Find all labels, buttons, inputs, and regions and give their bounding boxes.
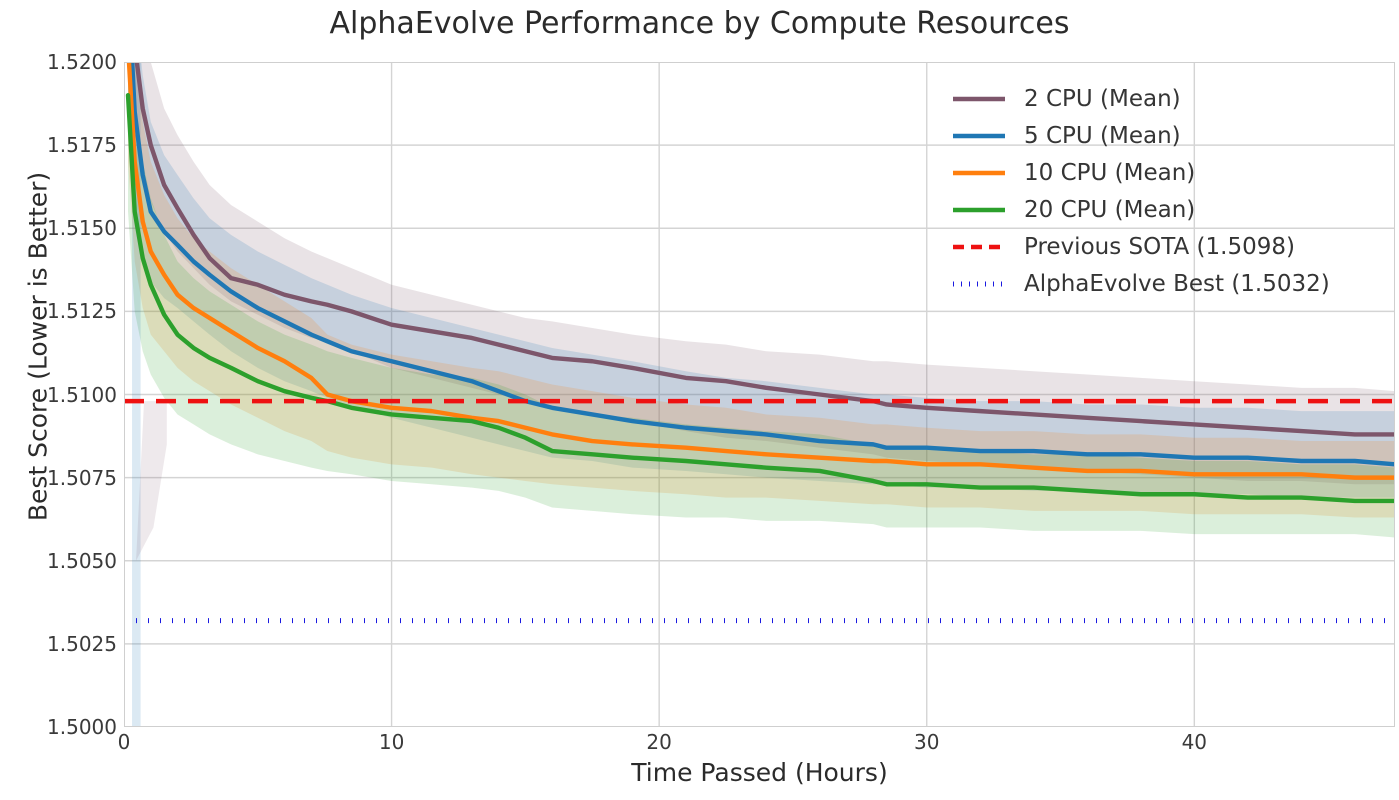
legend-label: 10 CPU (Mean) bbox=[1024, 159, 1196, 186]
plot-area bbox=[124, 62, 1395, 727]
legend-swatch-icon bbox=[952, 236, 1006, 258]
x-tick-label: 20 bbox=[646, 730, 672, 754]
confidence-band bbox=[128, 62, 1395, 518]
page-title: AlphaEvolve Performance by Compute Resou… bbox=[329, 6, 1070, 41]
series-line bbox=[134, 62, 1395, 437]
legend-label: 5 CPU (Mean) bbox=[1024, 122, 1181, 149]
legend-label: 2 CPU (Mean) bbox=[1024, 85, 1181, 112]
x-tick-label: 0 bbox=[117, 730, 131, 754]
y-tick-label: 1.5125 bbox=[47, 299, 117, 324]
legend-item[interactable]: 20 CPU (Mean) bbox=[952, 191, 1382, 228]
early-variance-artifacts bbox=[132, 62, 167, 727]
reference-lines bbox=[124, 398, 1395, 624]
legend-label: AlphaEvolve Best (1.5032) bbox=[1024, 270, 1330, 297]
series-line bbox=[125, 93, 1395, 504]
legend-swatch-icon bbox=[952, 125, 1006, 147]
legend-item[interactable]: 2 CPU (Mean) bbox=[952, 80, 1382, 117]
legend-swatch-icon bbox=[952, 88, 1006, 110]
y-tick-label: 1.5150 bbox=[47, 216, 117, 241]
legend-item[interactable]: 5 CPU (Mean) bbox=[952, 117, 1382, 154]
y-tick-label: 1.5050 bbox=[47, 548, 117, 573]
x-tick-label: 40 bbox=[1181, 730, 1208, 754]
legend-swatch-icon bbox=[952, 273, 1006, 295]
confidence-band bbox=[130, 62, 1395, 485]
series-line bbox=[129, 62, 1395, 467]
legend-item[interactable]: 10 CPU (Mean) bbox=[952, 154, 1382, 191]
legend-item[interactable]: Previous SOTA (1.5098) bbox=[952, 228, 1382, 265]
gridlines bbox=[124, 62, 1395, 727]
chart-legend: 2 CPU (Mean) 5 CPU (Mean) 10 CPU (Mean) 20 … bbox=[952, 80, 1382, 302]
x-tick-label: 30 bbox=[914, 730, 940, 754]
confidence-band bbox=[128, 62, 1395, 498]
y-tick-label: 1.5075 bbox=[47, 465, 117, 490]
y-tick-label: 1.5200 bbox=[47, 50, 117, 74]
legend-swatch-icon bbox=[952, 199, 1006, 221]
early-band-5cpu bbox=[132, 62, 141, 727]
series-lines bbox=[125, 62, 1395, 504]
y-tick-label: 1.5175 bbox=[47, 133, 117, 158]
chart-canvas bbox=[124, 62, 1395, 727]
y-tick-label: 1.5100 bbox=[47, 382, 117, 407]
y-tick-label: 1.5000 bbox=[47, 715, 117, 739]
early-band-2cpu bbox=[136, 401, 167, 561]
series-line bbox=[126, 62, 1395, 480]
legend-swatch-icon bbox=[952, 162, 1006, 184]
x-axis-label: Time Passed (Hours) bbox=[631, 758, 888, 787]
y-tick-label: 1.5025 bbox=[47, 631, 117, 656]
legend-label: Previous SOTA (1.5098) bbox=[1024, 233, 1295, 260]
legend-item[interactable]: AlphaEvolve Best (1.5032) bbox=[952, 265, 1382, 302]
legend-label: 20 CPU (Mean) bbox=[1024, 196, 1196, 223]
x-tick-label: 10 bbox=[378, 730, 405, 754]
